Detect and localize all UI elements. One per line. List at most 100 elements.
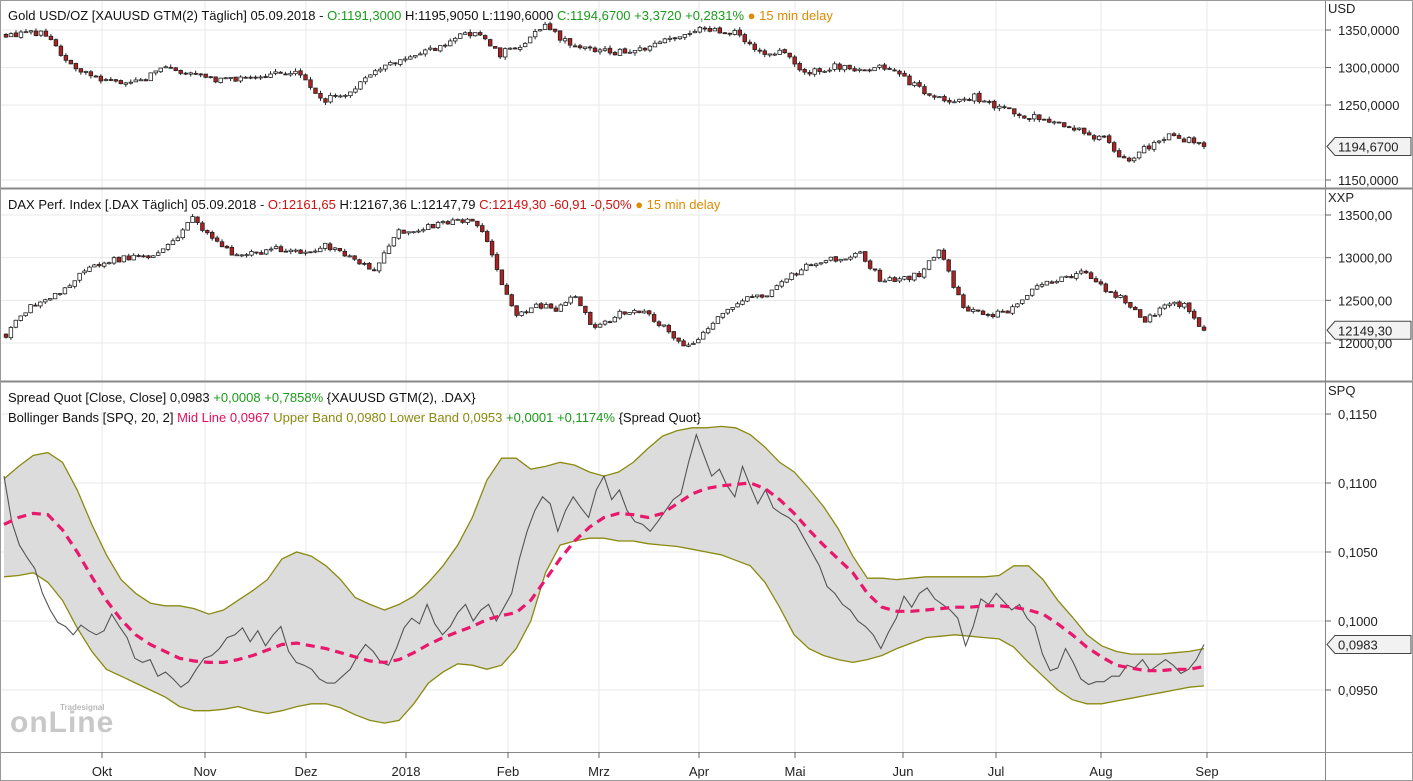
candle-body: [1162, 304, 1167, 309]
candle-body: [672, 37, 678, 40]
candle-body: [273, 71, 278, 74]
candle-body: [333, 94, 338, 97]
candle-body: [543, 304, 549, 309]
candle-body: [927, 93, 932, 96]
candle-body: [88, 71, 94, 77]
candle-body: [208, 76, 213, 79]
candle-body: [769, 289, 775, 297]
candle-body: [383, 64, 388, 70]
candle-body: [492, 46, 498, 49]
candle-body: [160, 248, 166, 253]
candle-body: [103, 79, 109, 81]
x-tick-label: Nov: [193, 764, 217, 779]
candle-body: [592, 47, 598, 53]
candle-body: [813, 263, 819, 267]
candle-body: [799, 269, 804, 276]
candle-body: [268, 248, 274, 251]
candle-body: [363, 77, 368, 83]
candle-body: [62, 287, 68, 295]
candle-body: [980, 310, 986, 315]
candle-body: [651, 314, 657, 322]
candle-body: [737, 29, 742, 36]
candle-body: [681, 340, 686, 347]
candle-body: [1101, 135, 1107, 138]
candle-body: [853, 253, 858, 258]
candle-body: [514, 305, 519, 316]
candle-body: [757, 49, 762, 52]
candle-body: [607, 47, 613, 54]
candle-body: [376, 262, 382, 272]
candle-body: [308, 79, 313, 88]
candle-body: [1156, 140, 1162, 143]
candle-body: [842, 65, 847, 71]
y-tick-label: 13500,00: [1338, 208, 1392, 223]
candle-body: [872, 67, 877, 72]
candle-body: [907, 275, 912, 281]
candle-body: [38, 301, 43, 307]
candle-body: [502, 48, 508, 58]
candle-body: [707, 28, 713, 32]
candle-body: [837, 63, 842, 70]
candle-body: [391, 237, 397, 247]
candle-body: [133, 79, 138, 83]
candle-body: [887, 68, 892, 70]
candle-body: [1027, 118, 1032, 120]
candle-body: [408, 56, 413, 60]
candle-body: [872, 268, 878, 271]
candle-body: [445, 221, 451, 225]
candle-body: [1108, 291, 1113, 293]
candle-body: [121, 255, 127, 263]
candle-body: [411, 231, 416, 234]
candle-body: [843, 258, 848, 261]
bb-upper: Upper Band 0,0980: [273, 410, 387, 425]
candle-body: [1176, 135, 1182, 139]
candle-body: [1137, 309, 1143, 318]
candle-body: [1121, 156, 1127, 159]
candle-body: [487, 39, 493, 47]
candle-body: [587, 46, 593, 49]
candle-body: [68, 59, 74, 65]
candle-body: [388, 62, 393, 66]
y-tick-label: 0,1050: [1338, 545, 1378, 560]
candle-body: [607, 321, 613, 324]
candle-body: [1141, 146, 1147, 154]
candle-body: [722, 32, 727, 35]
candle-body: [393, 62, 398, 65]
candle-body: [83, 71, 89, 73]
candle-body: [298, 249, 303, 254]
y-tick-label: 13000,00: [1338, 251, 1392, 266]
candle-body: [1142, 316, 1148, 323]
candle-body: [165, 243, 171, 250]
candle-body: [254, 251, 259, 254]
candle-body: [263, 76, 268, 79]
gold-open: O:1191,3000: [327, 8, 402, 23]
candle-body: [293, 249, 298, 252]
candle-body: [448, 40, 453, 47]
candle-body: [962, 98, 967, 101]
candle-body: [48, 35, 54, 40]
candle-body: [1015, 303, 1020, 308]
candle-body: [73, 62, 79, 70]
candle-body: [667, 37, 673, 40]
candle-body: [126, 255, 131, 261]
candle-body: [368, 74, 373, 78]
candle-body: [313, 87, 318, 94]
candle-body: [558, 304, 564, 312]
candle-body: [1034, 285, 1040, 290]
candle-body: [58, 45, 64, 56]
candle-body: [185, 221, 190, 231]
candle-body: [725, 308, 730, 314]
candle-body: [548, 303, 554, 309]
candle-body: [617, 310, 622, 319]
bb-header: Bollinger Bands [SPQ, 20, 2] Mid Line 0,…: [8, 410, 701, 425]
candle-body: [917, 273, 922, 278]
candle-body: [1025, 295, 1030, 300]
candle-body: [288, 72, 293, 76]
bb-lower: Lower Band 0,0953: [389, 410, 503, 425]
candle-body: [141, 255, 146, 258]
candle-body: [767, 53, 772, 56]
candle-body: [647, 45, 653, 51]
candle-body: [1171, 133, 1177, 136]
candle-body: [789, 272, 794, 280]
candle-body: [1181, 138, 1187, 143]
